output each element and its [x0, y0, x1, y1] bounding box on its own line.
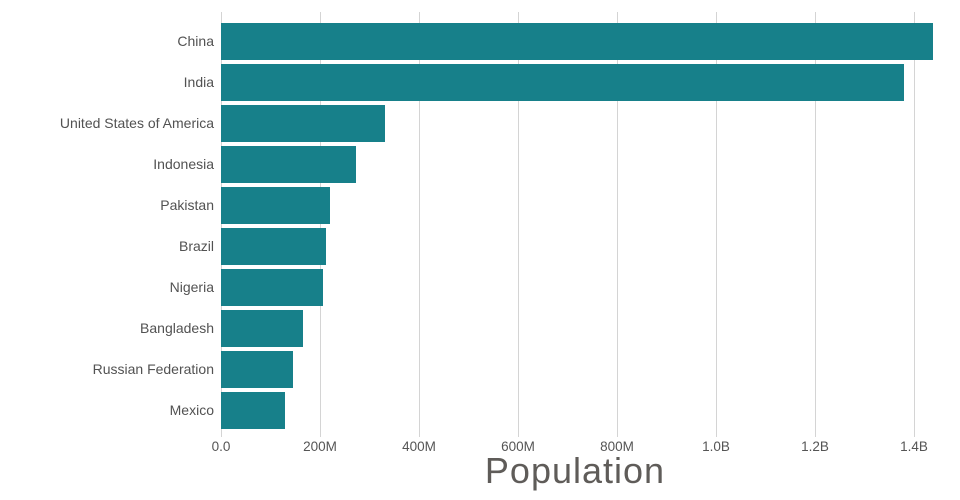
bar-pakistan	[221, 187, 331, 224]
gridline-0.0	[220, 12, 222, 437]
category-label: Russian Federation	[92, 361, 214, 377]
bar-russian-federation	[221, 351, 294, 388]
category-label: Nigeria	[169, 279, 214, 295]
bar-mexico	[221, 392, 285, 429]
x-tick-label: 400M	[402, 439, 436, 454]
bar-nigeria	[221, 269, 324, 306]
gridline-400M	[418, 12, 420, 437]
category-label: United States of America	[59, 115, 214, 131]
category-label: Brazil	[178, 238, 214, 254]
category-label: Bangladesh	[140, 320, 214, 336]
bar-india	[221, 64, 905, 101]
bar-bangladesh	[221, 310, 303, 347]
x-tick-label: 0.0	[211, 439, 231, 454]
category-label: Indonesia	[153, 156, 214, 172]
category-label: Mexico	[169, 402, 214, 418]
category-label: India	[183, 74, 214, 90]
x-tick-label: 1.2B	[801, 439, 829, 454]
gridline-1.0B	[715, 12, 717, 437]
x-axis-title: Population	[484, 450, 666, 491]
x-tick-label: 800M	[600, 439, 634, 454]
x-tick-label: 1.4B	[900, 439, 928, 454]
bar-united-states-of-america	[221, 105, 385, 142]
category-label: China	[177, 33, 214, 49]
bar-china	[221, 23, 934, 60]
bar-indonesia	[221, 146, 357, 183]
x-tick-label: 600M	[501, 439, 535, 454]
bar-brazil	[221, 228, 327, 265]
gridline-1.4B	[913, 12, 915, 437]
category-label: Pakistan	[160, 197, 214, 213]
gridline-1.2B	[814, 12, 816, 437]
plot-area	[220, 12, 950, 437]
gridline-200M	[319, 12, 321, 437]
gridline-800M	[616, 12, 618, 437]
gridline-600M	[517, 12, 519, 437]
x-tick-label: 200M	[303, 439, 337, 454]
x-tick-label: 1.0B	[702, 439, 730, 454]
